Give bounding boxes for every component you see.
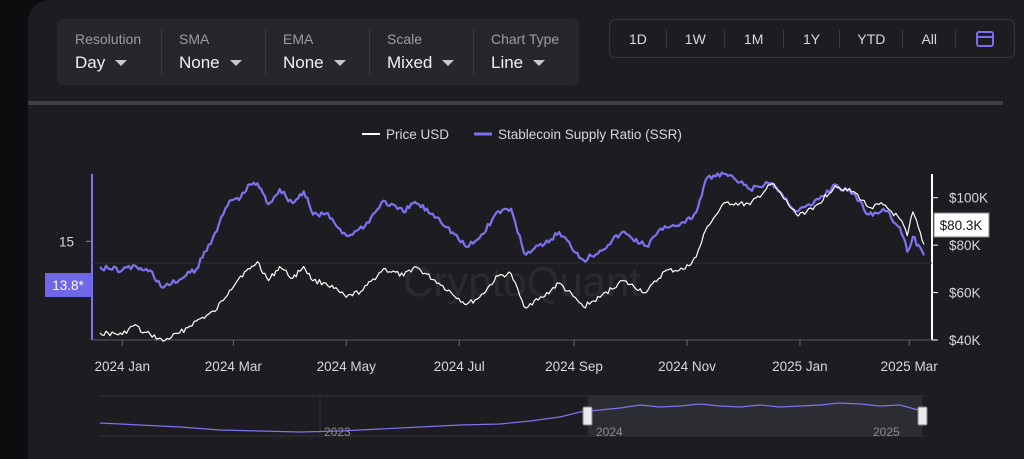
watermark: CryptoQuant (403, 258, 641, 305)
time-range-selector: 1D 1W 1M 1Y YTD All (609, 19, 1015, 58)
right-axis-ticks: $100K $80K $60K $40K (932, 191, 988, 348)
x-tick-label: 2024 Jan (94, 359, 150, 374)
navigator-selection (588, 396, 922, 436)
sma-value: None (179, 53, 220, 72)
sma-select[interactable]: SMA None (161, 19, 265, 85)
range-divider (902, 29, 904, 48)
navigator-left-handle[interactable] (582, 406, 593, 426)
range-1w-button[interactable]: 1W (684, 30, 706, 47)
navigator-line (99, 402, 923, 433)
left-badge-bg (45, 273, 92, 297)
scale-label: Scale (387, 31, 423, 47)
right-tick-label: $100K (949, 191, 988, 206)
right-tick-label: $60K (949, 286, 981, 301)
resolution-label: Resolution (75, 31, 142, 47)
range-divider (665, 29, 667, 48)
ema-select[interactable]: EMA None (265, 19, 369, 85)
right-current-value: $80.3K (940, 218, 983, 233)
range-divider (782, 29, 784, 48)
sma-label: SMA (179, 31, 210, 47)
ema-label: EMA (283, 31, 314, 47)
x-tick-label: 2025 Mar (881, 359, 939, 374)
left-tick-label: 15 (59, 234, 74, 249)
date-picker-button[interactable] (956, 30, 1014, 47)
range-divider (723, 29, 725, 48)
navigator-label-2024: 2024 (596, 425, 623, 439)
navigator-label-2025: 2025 (873, 425, 900, 439)
navigator-label-2023: 2023 (324, 425, 351, 439)
x-tick-label: 2024 May (317, 359, 377, 374)
range-all-button[interactable]: All (921, 30, 937, 47)
caret-down-icon (229, 60, 242, 66)
range-ytd-button[interactable]: YTD (857, 30, 886, 47)
caret-down-icon (442, 60, 455, 66)
right-badge-bg (933, 212, 990, 238)
chart-settings-bar: Resolution Day SMA None EMA None Scale M… (57, 19, 579, 85)
ema-value: None (283, 53, 324, 72)
left-axis-ticks: 15 (59, 234, 92, 249)
x-tick-label: 2024 Nov (658, 359, 716, 374)
range-1d-button[interactable]: 1D (628, 30, 647, 47)
left-current-value-badge: 13.8* (45, 273, 92, 297)
chart-type-select[interactable]: Chart Type Line (473, 19, 577, 85)
chart-type-value: Line (491, 53, 524, 72)
range-divider (839, 29, 841, 48)
navigator[interactable]: 2023 2024 2025 (99, 395, 928, 439)
caret-down-icon (533, 60, 546, 66)
series-line-ssr (99, 171, 926, 289)
legend-label-price: Price USD (386, 127, 449, 142)
calendar-icon (976, 30, 995, 47)
scale-select[interactable]: Scale Mixed (369, 19, 473, 85)
range-1y-button[interactable]: 1Y (802, 30, 821, 47)
chart-type-label: Chart Type (491, 31, 560, 47)
x-tick-label: 2024 Jul (434, 359, 485, 374)
x-axis-ticks: 2024 Jan 2024 Mar 2024 May 2024 Jul 2024 Sep… (94, 340, 938, 374)
resolution-select[interactable]: Resolution Day (57, 19, 161, 85)
caret-down-icon (333, 60, 346, 66)
x-tick-label: 2024 Sep (545, 359, 603, 374)
header-divider (28, 101, 1003, 105)
right-tick-label: $40K (949, 333, 981, 348)
right-current-value-badge: $80.3K (933, 212, 990, 238)
range-divider (955, 29, 957, 48)
navigator-right-handle[interactable] (917, 406, 928, 426)
scale-value: Mixed (387, 53, 433, 72)
legend-item-price[interactable]: Price USD (362, 127, 449, 142)
x-tick-label: 2025 Jan (772, 359, 828, 374)
legend: Price USD Stablecoin Supply Ratio (SSR) (362, 127, 682, 142)
caret-down-icon (115, 60, 128, 66)
x-tick-label: 2024 Mar (205, 359, 263, 374)
left-current-value: 13.8* (52, 278, 84, 293)
series-line-price (99, 182, 925, 342)
resolution-value: Day (75, 53, 106, 72)
range-1m-button[interactable]: 1M (743, 30, 764, 47)
legend-label-ssr: Stablecoin Supply Ratio (SSR) (498, 127, 682, 142)
right-tick-label: $80K (949, 238, 981, 253)
legend-item-ssr[interactable]: Stablecoin Supply Ratio (SSR) (474, 127, 682, 142)
